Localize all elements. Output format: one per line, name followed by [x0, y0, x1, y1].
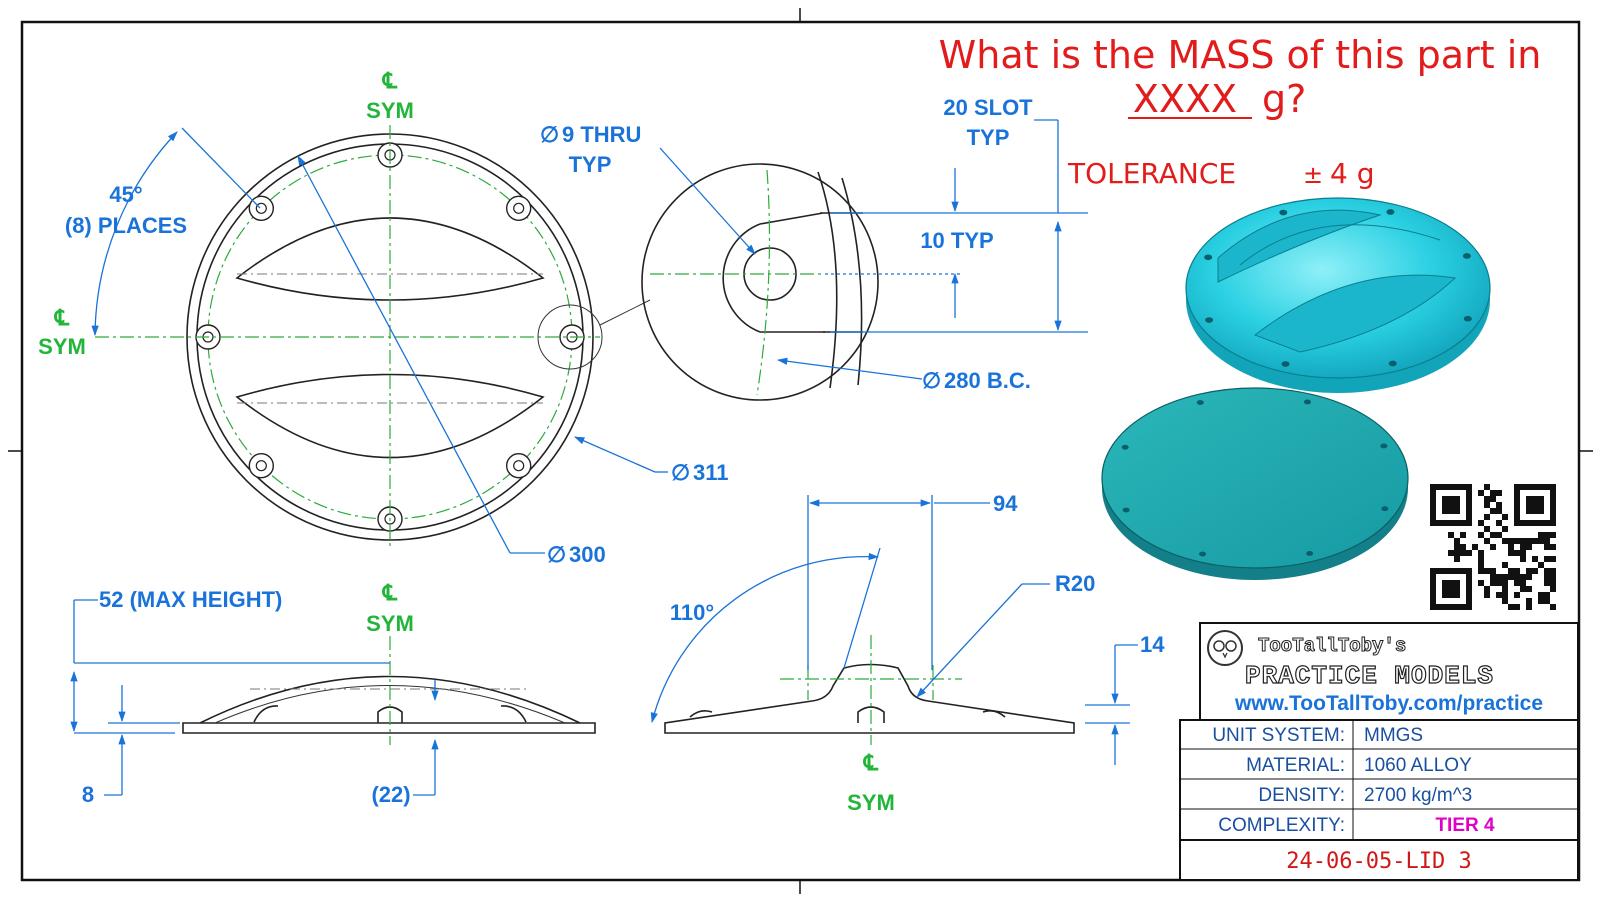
width-94: 94	[993, 491, 1018, 516]
iso-hole	[1121, 444, 1129, 450]
brand-product: PRACTICE MODELS	[1245, 661, 1494, 691]
cl-label-top: SYM	[366, 98, 414, 123]
iso-hole	[1462, 253, 1471, 259]
iso-hole	[1205, 317, 1214, 323]
iso-hole	[1204, 254, 1213, 261]
ref-dim: (22)	[371, 782, 410, 807]
sheet-frame	[8, 8, 1593, 894]
max-height: 52 (MAX HEIGHT)	[99, 587, 282, 612]
unit-system-label: UNIT SYSTEM:	[1212, 725, 1345, 746]
cl-label-side: SYM	[366, 611, 414, 636]
density-value: 2700 kg/m^3	[1364, 785, 1472, 806]
iso-hole	[1199, 551, 1207, 557]
complexity-value: TIER 4	[1435, 815, 1495, 836]
dim-311: 311	[693, 460, 729, 485]
detail-view: ∅ 9 THRU TYP 20 SLOT TYP 10 TYP ∅ 280 B.…	[540, 95, 1088, 401]
tolerance-symbol: ±	[1303, 161, 1323, 189]
diameter-symbol-icon: ∅	[922, 368, 941, 393]
iso-model-top	[1185, 197, 1491, 393]
diameter-symbol-icon: ∅	[547, 542, 566, 567]
iso-hole	[1386, 209, 1395, 215]
section-view: ℄ SYM 94 R20 110° 14	[650, 491, 1165, 815]
qr-code-icon	[1430, 484, 1556, 610]
iso-hole	[1306, 551, 1314, 556]
question-blank: XXXX	[1133, 77, 1237, 121]
cl-label-section: SYM	[847, 790, 895, 815]
iso-model-bottom	[1101, 387, 1409, 580]
question-line1: What is the MASS of this part in	[939, 33, 1542, 77]
brand-name: TooTallToby's	[1258, 635, 1406, 657]
iso-hole	[1279, 209, 1288, 216]
cl-symbol-top: ℄	[382, 68, 398, 93]
angle-110: 110°	[670, 600, 714, 625]
question-unit: g?	[1262, 77, 1306, 121]
owl-logo-icon	[1207, 630, 1243, 666]
hole-typ: TYP	[569, 152, 612, 177]
iso-hole	[1196, 400, 1204, 405]
flange-14: 14	[1140, 632, 1165, 657]
branding-block: TooTallToby's PRACTICE MODELS www.TooTal…	[1199, 622, 1579, 721]
question-block: What is the MASS of this part in XXXX g?…	[939, 33, 1542, 190]
cl-label-left: SYM	[38, 334, 86, 359]
slot-typ: TYP	[967, 125, 1010, 150]
iso-hole	[1122, 507, 1130, 513]
angle-45-places: (8) PLACES	[65, 213, 187, 238]
iso-hole	[1463, 315, 1472, 322]
density-label: DENSITY:	[1258, 785, 1345, 806]
material-value: 1060 ALLOY	[1364, 755, 1472, 776]
material-label: MATERIAL:	[1246, 755, 1345, 776]
diameter-symbol-icon: ∅	[671, 460, 690, 485]
diameter-symbol-icon: ∅	[540, 122, 559, 147]
base-thickness: 8	[82, 782, 94, 807]
slot-width: 20 SLOT	[943, 95, 1033, 120]
drawing-id: 24-06-05-LID 3	[1286, 849, 1471, 874]
cl-symbol-side: ℄	[382, 580, 398, 605]
iso-hole	[1381, 506, 1389, 512]
bolt-circle: 280 B.C.	[944, 368, 1031, 393]
cl-symbol-left: ℄	[54, 305, 70, 330]
iso-hole	[1388, 360, 1397, 367]
iso-hole	[1281, 361, 1290, 367]
dim-300: 300	[569, 542, 606, 567]
bolt-hole	[505, 452, 532, 479]
brand-url: www.TooTallToby.com/practice	[1234, 692, 1543, 715]
cl-symbol-section: ℄	[863, 750, 879, 775]
side-view: ℄ SYM 52 (MAX HEIGHT) 8 (22)	[70, 580, 596, 807]
radius-20: R20	[1055, 571, 1095, 596]
unit-system-value: MMGS	[1364, 725, 1423, 746]
complexity-label: COMPLEXITY:	[1218, 815, 1345, 836]
bolt-hole	[505, 195, 532, 222]
iso-hole	[1380, 443, 1388, 449]
hole-note: 9 THRU	[562, 122, 641, 147]
tolerance-label: TOLERANCE	[1067, 157, 1236, 190]
top-view: 45° (8) PLACES ℄ SYM ℄ SYM ∅ 311 ∅ 300	[38, 68, 728, 567]
title-block: UNIT SYSTEM: MMGS MATERIAL: 1060 ALLOY D…	[1179, 719, 1579, 881]
angle-45-value: 45°	[109, 182, 142, 207]
slot-depth: 10 TYP	[920, 228, 993, 253]
tolerance-value: 4 g	[1330, 157, 1375, 190]
iso-hole	[1303, 399, 1311, 405]
bolt-hole	[248, 452, 275, 479]
